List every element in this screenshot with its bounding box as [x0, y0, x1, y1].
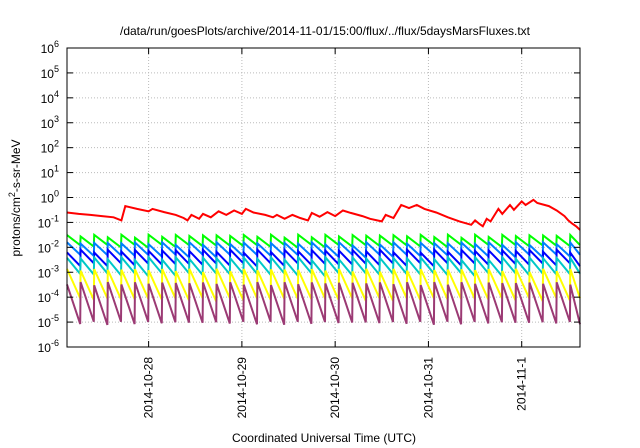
y-tick-label: 100: [41, 189, 59, 206]
series-line-2: [66, 232, 581, 250]
x-tick-label: 2014-10-29: [235, 357, 249, 419]
series-line-1: [66, 198, 581, 231]
y-tick-label: 103: [41, 114, 59, 131]
chart-title: /data/run/goesPlots/archive/2014-11-01/1…: [120, 24, 531, 38]
y-tick-layer: 10-6 10-5 10-4 10-3 10-2 10-1 100 101 102 103 104 1…: [38, 39, 580, 355]
x-axis-label: Coordinated Universal Time (UTC): [232, 431, 416, 445]
y-tick-label: 10-1: [38, 213, 59, 230]
y-tick-label: 101: [41, 164, 59, 181]
x-tick-label: 2014-10-30: [328, 357, 342, 419]
y-axis-label-sup: 2: [7, 192, 17, 197]
y-tick-label: 106: [41, 39, 59, 56]
y-tick-label: 10-4: [38, 288, 59, 305]
x-tick-layer: 2014-10-28 2014-10-29 2014-10-30 2014-10-31…: [142, 48, 529, 418]
x-tick-label: 2014-10-28: [142, 357, 156, 419]
y-axis-label-rest: -s-sr-MeV: [9, 139, 23, 192]
y-tick-label: 104: [41, 89, 59, 106]
y-axis-label: protons/cm2-s-sr-MeV: [7, 139, 23, 256]
y-tick-label: 10-6: [38, 338, 59, 355]
y-tick-label: 10-3: [38, 263, 59, 280]
series-line-5: [66, 254, 581, 280]
x-tick-label: 2014-10-31: [421, 357, 435, 419]
series-layer: [66, 198, 581, 326]
y-tick-label: 10-5: [38, 313, 59, 330]
series-line-7: [66, 281, 581, 326]
y-tick-label: 10-2: [38, 238, 59, 255]
y-tick-label: 102: [41, 139, 59, 156]
y-axis-label-base: protons/cm: [9, 197, 23, 256]
x-tick-label: 2014-11-1: [515, 357, 529, 411]
y-tick-label: 105: [41, 64, 59, 81]
